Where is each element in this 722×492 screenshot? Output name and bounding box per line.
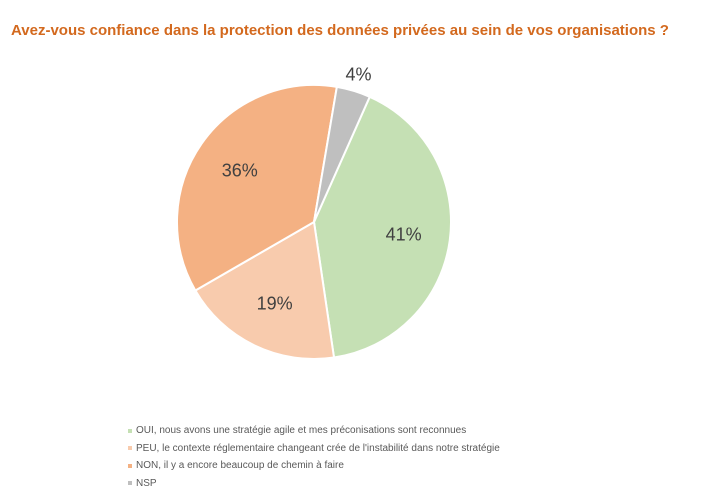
legend-swatch xyxy=(128,464,132,468)
chart-legend: OUI, nous avons une stratégie agile et m… xyxy=(128,422,500,492)
slice-label-oui: 41% xyxy=(386,224,422,244)
legend-item-nsp: NSP xyxy=(128,475,500,492)
legend-label: OUI, nous avons une stratégie agile et m… xyxy=(136,422,466,440)
slice-label-peu: 19% xyxy=(257,293,293,313)
legend-swatch xyxy=(128,446,132,450)
legend-label: NSP xyxy=(136,475,157,492)
legend-item-peu: PEU, le contexte réglementaire changeant… xyxy=(128,440,500,458)
legend-label: NON, il y a encore beaucoup de chemin à … xyxy=(136,457,344,475)
legend-swatch xyxy=(128,429,132,433)
slice-label-nsp: 4% xyxy=(345,65,371,85)
legend-item-oui: OUI, nous avons une stratégie agile et m… xyxy=(128,422,500,440)
legend-label: PEU, le contexte réglementaire changeant… xyxy=(136,440,500,458)
legend-swatch xyxy=(128,481,132,485)
slice-label-non: 36% xyxy=(222,160,258,180)
legend-item-non: NON, il y a encore beaucoup de chemin à … xyxy=(128,457,500,475)
